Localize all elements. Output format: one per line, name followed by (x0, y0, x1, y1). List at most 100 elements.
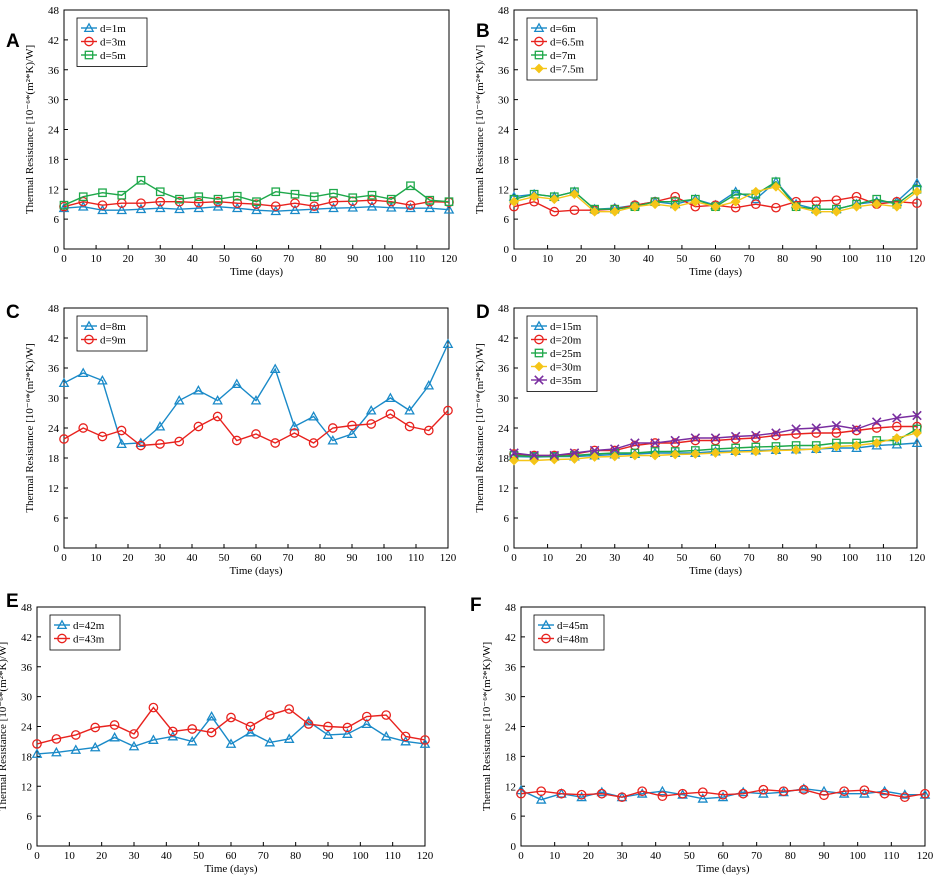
data-point (657, 791, 668, 802)
legend-marker (534, 375, 544, 385)
x-tick-label: 70 (744, 253, 756, 265)
data-point (670, 449, 681, 460)
data-point (589, 445, 600, 456)
data-point (348, 193, 358, 203)
data-point (381, 710, 392, 720)
x-tick-label: 100 (377, 253, 394, 265)
data-point (791, 201, 802, 212)
data-point (891, 201, 902, 212)
x-tick-label: 0 (518, 850, 524, 862)
data-point (629, 450, 640, 461)
data-point (596, 786, 608, 797)
x-tick-label: 30 (609, 552, 621, 564)
legend-marker (83, 22, 95, 33)
x-tick-label: 70 (258, 850, 270, 862)
legend-entry: d=1m (100, 23, 126, 35)
x-tick-label: 20 (576, 552, 588, 564)
data-point (609, 444, 620, 454)
legend-marker (56, 619, 68, 630)
data-point (420, 735, 430, 745)
x-tick-label: 100 (842, 253, 859, 265)
x-axis-label: Time (days) (229, 565, 282, 577)
data-point (400, 735, 411, 746)
x-tick-label: 40 (187, 253, 199, 265)
legend-marker (84, 36, 94, 47)
data-point (778, 786, 789, 797)
data-point (529, 450, 539, 461)
data-point (232, 198, 243, 209)
data-point (148, 702, 159, 713)
x-tick-label: 100 (352, 850, 369, 862)
y-tick-label: 36 (48, 363, 60, 375)
data-point (361, 718, 373, 729)
data-point (155, 439, 165, 449)
x-tick-label: 110 (408, 552, 425, 564)
data-point (231, 435, 242, 446)
data-point (516, 788, 526, 799)
data-point (831, 206, 842, 217)
legend-marker (84, 334, 94, 345)
x-tick-label: 50 (219, 253, 231, 265)
data-point (851, 425, 862, 436)
data-point (206, 711, 217, 721)
y-tick-label: 18 (498, 453, 510, 465)
data-point (135, 203, 147, 214)
y-tick-label: 24 (48, 125, 60, 137)
legend-entry: d=7.5m (550, 64, 584, 76)
data-point (751, 430, 761, 441)
data-point (271, 187, 281, 197)
data-point (650, 199, 660, 210)
x-tick-label: 40 (187, 552, 199, 564)
data-point (730, 431, 741, 442)
y-tick-label: 0 (54, 543, 60, 555)
data-point (303, 715, 314, 726)
panel-letter: E (6, 591, 19, 612)
x-tick-label: 40 (650, 850, 662, 862)
data-point (791, 424, 801, 434)
legend-marker (57, 633, 67, 644)
data-point (194, 192, 204, 202)
data-point (97, 204, 108, 215)
data-point (328, 202, 339, 213)
chart-panel-a: A 0 6 12 18 24 30 36 42 48 0 10 20 30 40 50 60 70 80 90 100 1… (6, 5, 458, 278)
data-point (187, 724, 198, 734)
x-tick-label: 80 (777, 552, 789, 564)
x-tick-label: 90 (811, 253, 823, 265)
data-point (117, 190, 127, 200)
data-point (730, 196, 741, 207)
data-point (576, 789, 587, 800)
data-point (556, 788, 567, 799)
x-tick-label: 20 (583, 850, 595, 862)
x-tick-label: 10 (91, 253, 103, 265)
legend-marker (541, 633, 551, 644)
y-tick-label: 30 (498, 393, 510, 405)
data-point (193, 384, 204, 395)
x-tick-label: 30 (129, 850, 141, 862)
y-tick-label: 12 (498, 483, 509, 495)
y-tick-label: 12 (21, 781, 32, 793)
y-tick-label: 24 (21, 722, 33, 734)
x-tick-label: 100 (842, 552, 859, 564)
data-point (148, 734, 159, 744)
x-tick-label: 80 (315, 552, 327, 564)
data-point (589, 452, 600, 462)
x-tick-label: 90 (819, 850, 831, 862)
data-point (569, 205, 580, 216)
data-point (798, 783, 810, 793)
x-axis-label: Time (days) (689, 266, 742, 278)
series-d1m (58, 201, 455, 216)
data-point (245, 721, 256, 732)
x-tick-label: 80 (785, 850, 797, 862)
data-point (347, 202, 359, 212)
data-point (167, 726, 178, 737)
chart-panel-c: C 0 6 12 18 24 30 36 42 48 0 10 20 30 40 50 60 70 80 90 100 1… (6, 302, 457, 577)
data-point (529, 191, 540, 202)
legend: d=42m d=43m (49, 614, 121, 651)
y-tick-label: 36 (48, 65, 60, 77)
data-point (128, 740, 140, 751)
x-tick-label: 90 (347, 253, 359, 265)
legend: d=8m d=9m (76, 315, 148, 352)
legend-entry: d=9m (100, 335, 126, 347)
y-tick-label: 6 (511, 811, 517, 823)
data-point (136, 198, 146, 209)
